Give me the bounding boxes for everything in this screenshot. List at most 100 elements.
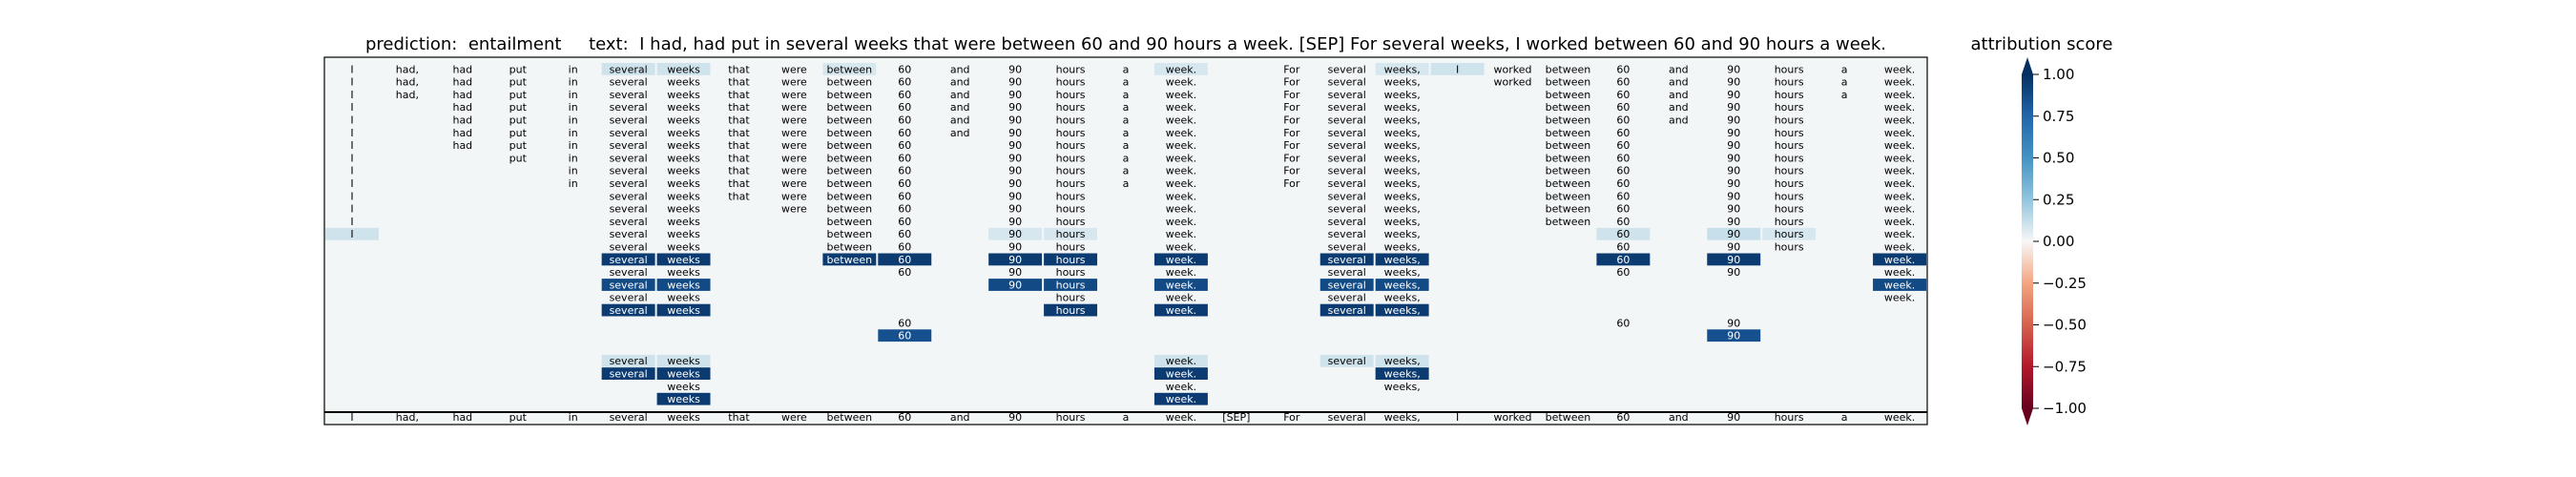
token-label: 90 [1008, 63, 1022, 75]
token-label: weeks, [1384, 381, 1421, 393]
token-label: hours [1775, 101, 1804, 114]
token-label: 60 [1616, 266, 1630, 279]
colorbar-tick-label: 0.25 [2043, 191, 2074, 208]
token-label: hours [1056, 152, 1086, 164]
token-label: were [781, 76, 807, 89]
token-label: I [350, 114, 353, 127]
input-token: I [350, 411, 353, 424]
token-label: hours [1056, 266, 1086, 279]
heatmap-cell [1319, 253, 1374, 266]
token-label: 90 [1727, 330, 1740, 342]
token-label: 60 [898, 317, 911, 329]
token-label: I [350, 190, 353, 202]
token-label: were [781, 101, 807, 114]
token-label: weeks [667, 203, 700, 216]
token-label: weeks, [1384, 368, 1421, 381]
token-label: several [610, 127, 648, 139]
token-label: week. [1166, 139, 1196, 152]
token-label: several [610, 76, 648, 89]
heatmap-cell [988, 279, 1043, 291]
token-label: between [827, 89, 873, 101]
token-label: between [1546, 216, 1591, 228]
text-value: I had, had put in several weeks that wer… [639, 34, 1886, 54]
token-label: 60 [898, 127, 911, 139]
token-label: several [610, 304, 648, 317]
input-token: week. [1166, 411, 1196, 424]
token-label: a [1123, 101, 1130, 114]
token-label: between [827, 165, 873, 177]
heatmap-cell [1044, 253, 1098, 266]
heatmap-cell [1153, 63, 1208, 75]
token-label: hours [1056, 165, 1086, 177]
input-token: had [452, 411, 472, 424]
heatmap-cell [1873, 279, 1926, 291]
token-label: hours [1775, 203, 1804, 216]
heatmap-cell [1762, 227, 1817, 240]
token-label: between [1546, 114, 1591, 127]
token-label: 60 [1616, 190, 1630, 202]
token-label: several [1328, 76, 1366, 89]
token-label: week. [1166, 190, 1196, 202]
token-label: week. [1884, 63, 1915, 75]
heatmap-cell [656, 279, 711, 291]
heatmap-cell [656, 392, 711, 405]
token-label: hours [1775, 228, 1804, 240]
token-label: in [569, 76, 578, 89]
heatmap-cell [1153, 279, 1208, 291]
token-label: that [728, 190, 750, 202]
colorbar-tick-label: 0.00 [2043, 233, 2074, 250]
token-label: I [350, 165, 353, 177]
token-label: several [610, 254, 648, 266]
token-label: had [452, 114, 472, 127]
token-label: 90 [1727, 190, 1740, 202]
heatmap-cell [1153, 367, 1208, 380]
token-label: week. [1166, 216, 1196, 228]
token-label: several [1328, 241, 1366, 254]
token-label: 90 [1727, 241, 1740, 254]
token-label: hours [1775, 190, 1804, 202]
token-label: a [1841, 63, 1848, 75]
heatmap-cell [656, 367, 711, 380]
token-label: 90 [1008, 114, 1022, 127]
token-label: 60 [1616, 101, 1630, 114]
token-label: were [781, 177, 807, 190]
token-label: weeks [667, 304, 700, 317]
token-label: week. [1884, 114, 1915, 127]
token-label: 60 [898, 139, 911, 152]
token-label: put [509, 114, 528, 127]
token-label: 60 [898, 254, 911, 266]
token-label: I [350, 127, 353, 139]
token-label: weeks, [1384, 279, 1421, 291]
token-label: 90 [1008, 152, 1022, 164]
token-label: in [569, 139, 578, 152]
token-label: several [610, 292, 648, 304]
token-label: a [1123, 152, 1130, 164]
token-label: several [1328, 228, 1366, 240]
token-label: several [1328, 127, 1366, 139]
token-label: 60 [898, 228, 911, 240]
token-label: For [1283, 139, 1300, 152]
token-label: that [728, 101, 750, 114]
token-label: 60 [1616, 89, 1630, 101]
token-label: weeks [667, 63, 700, 75]
token-label: 60 [1616, 152, 1630, 164]
token-label: several [610, 266, 648, 279]
token-label: I [350, 139, 353, 152]
heatmap-cell [1153, 303, 1208, 317]
token-label: had, [396, 76, 419, 89]
token-label: hours [1056, 63, 1086, 75]
heatmap-cell [601, 279, 655, 291]
token-label: that [728, 177, 750, 190]
token-label: hours [1775, 127, 1804, 139]
token-label: weeks [667, 127, 700, 139]
token-label: week. [1884, 152, 1915, 164]
token-label: and [950, 76, 970, 89]
token-label: For [1283, 165, 1300, 177]
token-label: a [1123, 89, 1130, 101]
token-label: had [452, 89, 472, 101]
token-label: I [350, 203, 353, 216]
token-label: weeks [667, 266, 700, 279]
heatmap-cell [1375, 354, 1429, 367]
heatmap-cell [822, 63, 877, 75]
